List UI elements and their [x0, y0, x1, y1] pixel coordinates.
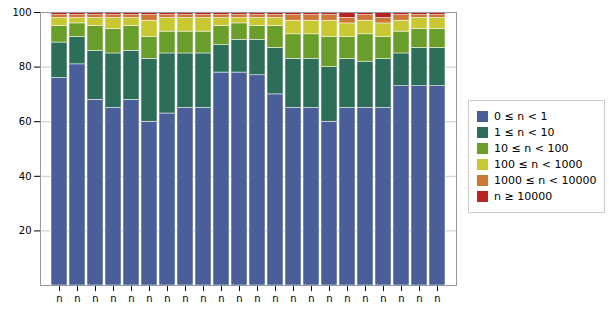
- svg-text:60: 60: [19, 116, 32, 127]
- svg-text:20: 20: [19, 225, 32, 236]
- svg-text:n: n: [182, 293, 188, 304]
- svg-text:n: n: [380, 293, 386, 304]
- html-text:1 ≤ n < 10: 1 ≤ n < 10: [494, 126, 555, 139]
- svg-text:n: n: [326, 293, 332, 304]
- svg-text:n: n: [164, 293, 170, 304]
- svg-text:n: n: [200, 293, 206, 304]
- svg-text:n: n: [110, 293, 116, 304]
- svg-text:n: n: [308, 293, 314, 304]
- svg-text:n: n: [434, 293, 440, 304]
- svg-text:40: 40: [19, 171, 32, 182]
- html-text:n ≥ 10000: n ≥ 10000: [494, 190, 553, 203]
- html-text:0 ≤ n < 1: 0 ≤ n < 1: [494, 110, 548, 123]
- svg-text:80: 80: [19, 61, 32, 72]
- svg-text:n: n: [416, 293, 422, 304]
- svg-text:n: n: [344, 293, 350, 304]
- svg-text:n: n: [218, 293, 224, 304]
- svg-text:100: 100: [12, 7, 31, 18]
- svg-text:n: n: [128, 293, 134, 304]
- svg-text:n: n: [56, 293, 62, 304]
- svg-text:n: n: [272, 293, 278, 304]
- svg-text:n: n: [146, 293, 152, 304]
- svg-text:n: n: [74, 293, 80, 304]
- svg-text:n: n: [362, 293, 368, 304]
- svg-text:n: n: [398, 293, 404, 304]
- svg-text:n: n: [92, 293, 98, 304]
- svg-text:n: n: [236, 293, 242, 304]
- html-text:10 ≤ n < 100: 10 ≤ n < 100: [494, 142, 569, 155]
- svg-text:n: n: [254, 293, 260, 304]
- html-text:100 ≤ n < 1000: 100 ≤ n < 1000: [494, 158, 583, 171]
- svg-text:n: n: [290, 293, 296, 304]
- html-text:1000 ≤ n < 10000: 1000 ≤ n < 10000: [494, 174, 597, 187]
